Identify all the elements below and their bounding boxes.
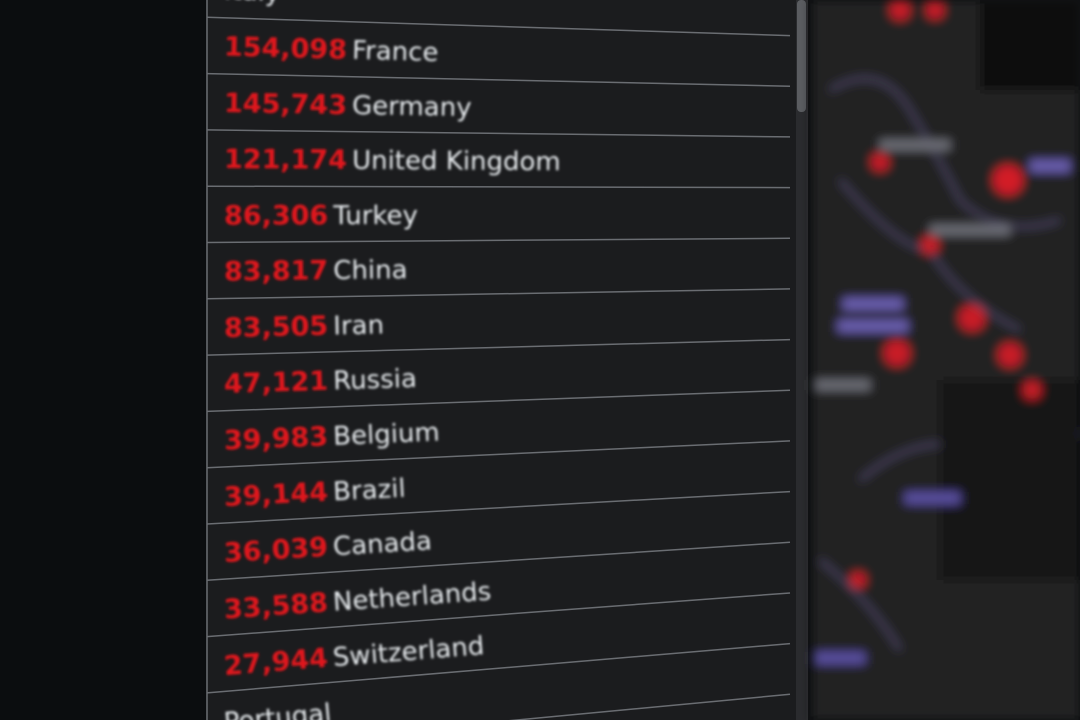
- row-separator: [206, 389, 791, 413]
- row: 83,505 Iran: [224, 309, 385, 344]
- row-text: 47,121 Russia: [223, 363, 417, 400]
- row-separator: [206, 129, 791, 138]
- row-text: 83,505 Iran: [224, 309, 385, 344]
- case-count: 39,983: [223, 421, 328, 456]
- row: 154,098 France: [224, 31, 439, 68]
- row-text: 154,098 France: [224, 31, 439, 68]
- row-separator: [206, 490, 791, 525]
- row: 83,817 China: [224, 254, 408, 287]
- row-separator: [206, 16, 791, 37]
- row-separator: [206, 72, 791, 87]
- row-separator: [206, 440, 791, 469]
- country-name: Russia: [333, 364, 418, 397]
- country-name: Belgium: [333, 417, 441, 451]
- row-separator: [206, 185, 791, 189]
- row: 36,039 Canada: [223, 525, 433, 569]
- row: 39,983 Belgium: [223, 416, 440, 456]
- row-separator: [206, 592, 791, 638]
- case-count: 145,743: [224, 87, 347, 120]
- row: 121,174 United Kingdom: [224, 144, 561, 177]
- row-separator: [206, 642, 791, 694]
- country-name: Canada: [332, 526, 433, 562]
- case-count: 47,121: [223, 365, 328, 399]
- country-name: Germany: [352, 90, 472, 122]
- row-text: 145,743 Germany: [224, 87, 472, 122]
- row-text: 121,174 United Kingdom: [224, 144, 561, 177]
- case-count: 121,174: [224, 144, 347, 176]
- bezel: [0, 0, 205, 720]
- row: 39,144 Brazil: [223, 472, 406, 512]
- case-count: 86,306: [224, 200, 328, 231]
- row: 86,306 Turkey: [224, 199, 418, 231]
- row-separator: [206, 541, 791, 582]
- country-name: United Kingdom: [352, 145, 561, 176]
- country-name: Turkey: [332, 200, 418, 230]
- row: Italy: [223, 0, 280, 8]
- map: [812, 0, 1080, 720]
- row-text: Italy: [223, 0, 280, 8]
- row-separator: [508, 693, 791, 720]
- scrollbar-thumb[interactable]: [797, 0, 806, 112]
- scrollbar-track: [796, 0, 808, 720]
- row-text: 39,983 Belgium: [223, 416, 440, 456]
- row-separator: [206, 288, 791, 300]
- country-name: France: [352, 35, 439, 67]
- country-name: China: [333, 255, 408, 286]
- case-count: 33,588: [223, 587, 329, 625]
- row-separator: [206, 338, 791, 356]
- row-separator: [206, 237, 791, 244]
- country-name: Italy: [223, 0, 280, 8]
- case-count: 36,039: [223, 531, 329, 568]
- case-count: 83,817: [224, 255, 329, 287]
- case-count: 39,144: [223, 476, 329, 512]
- row-text: 83,817 China: [224, 254, 408, 287]
- row: 47,121 Russia: [223, 363, 417, 400]
- row: 145,743 Germany: [224, 87, 472, 122]
- country-name: Iran: [333, 310, 384, 341]
- row-text: 86,306 Turkey: [224, 199, 418, 231]
- country-name: Brazil: [332, 473, 406, 507]
- row-text: 36,039 Canada: [223, 525, 433, 569]
- row-text: 39,144 Brazil: [223, 472, 406, 512]
- case-count: 154,098: [224, 31, 348, 65]
- case-count: 83,505: [224, 310, 329, 343]
